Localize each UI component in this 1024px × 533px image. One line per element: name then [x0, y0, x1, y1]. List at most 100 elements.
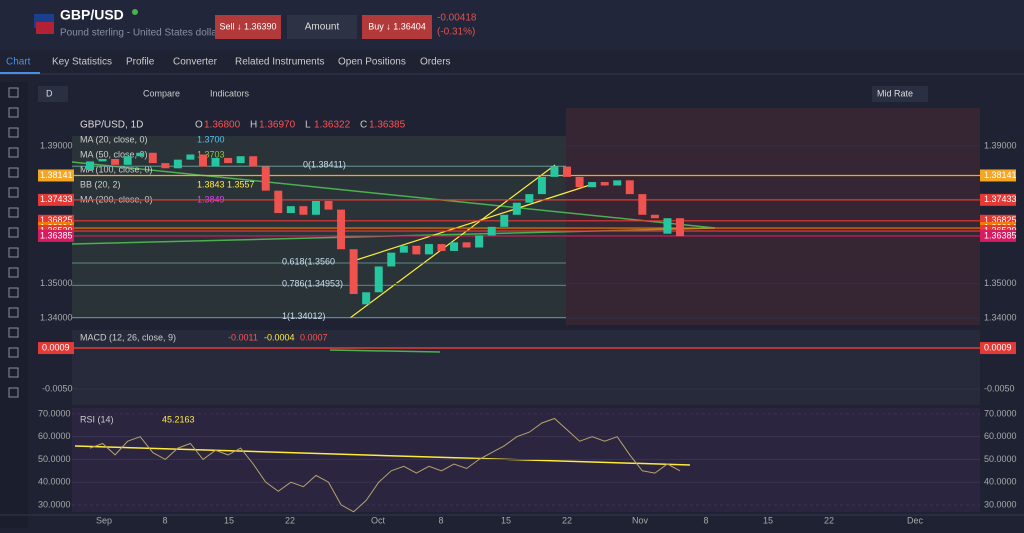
price-tick: 1.34000 — [984, 312, 1017, 322]
sell-price[interactable]: Sell ↓ 1.36390 — [219, 21, 276, 31]
rsi-tick: 50.0000 — [984, 454, 1017, 464]
price-level-label: 1.37433 — [40, 194, 73, 204]
indicators[interactable]: Indicators — [210, 88, 250, 98]
tool-icon[interactable] — [8, 207, 19, 218]
candle — [625, 180, 634, 195]
tool-icon[interactable] — [8, 327, 19, 338]
x-tick-label: Dec — [907, 515, 924, 525]
tool-icon[interactable] — [8, 267, 19, 278]
tool-icon[interactable] — [8, 367, 19, 378]
tool-icon[interactable] — [8, 107, 19, 118]
candle — [324, 201, 333, 210]
price-level-label: 1.36825 — [984, 215, 1017, 225]
x-tick-label: 15 — [224, 515, 234, 525]
candle — [86, 161, 94, 170]
price-level-tag — [38, 193, 74, 206]
candle — [399, 245, 408, 253]
x-tick-label: 22 — [824, 515, 834, 525]
tool-icon[interactable] — [8, 307, 19, 318]
status-dot — [132, 9, 138, 15]
tool-icon[interactable] — [8, 247, 19, 258]
macd-tag — [38, 342, 74, 355]
x-tick-label: 22 — [285, 515, 295, 525]
candle — [613, 180, 622, 186]
candle — [374, 266, 383, 293]
candle — [286, 206, 295, 214]
price-level-tag — [980, 193, 1016, 206]
macd-tick: -0.0050 — [42, 383, 73, 393]
tab[interactable]: Key Statistics — [52, 57, 112, 68]
change-pct: (-0.31%) — [437, 27, 475, 38]
rsi-tick: 30.0000 — [984, 499, 1017, 509]
amount-field[interactable] — [287, 15, 357, 39]
ohlc-key: H — [250, 120, 257, 131]
price-tick: 1.35000 — [40, 278, 73, 288]
candle — [525, 194, 534, 203]
rsi-tick: 40.0000 — [984, 477, 1017, 487]
sell-button[interactable] — [215, 15, 281, 39]
tab[interactable]: Orders — [420, 57, 451, 68]
tab[interactable]: Chart — [6, 57, 31, 68]
fib-label: 0(1.38411) — [303, 160, 346, 170]
candle — [249, 156, 258, 167]
x-tick-label: Sep — [96, 515, 112, 525]
candle — [337, 209, 346, 250]
candle — [362, 292, 371, 305]
candle — [575, 176, 584, 188]
price-tick: 1.39000 — [984, 140, 1017, 150]
indicator-value: 1.3843 1.3557 — [197, 179, 255, 189]
x-tick-label: 8 — [703, 515, 708, 525]
rsi-tick: 70.0000 — [984, 408, 1017, 418]
indicator-name: MA (20, close, 0) — [80, 134, 148, 144]
interval[interactable]: D — [46, 88, 53, 98]
trendline — [71, 161, 716, 229]
candle — [224, 157, 233, 164]
x-tick-label: 15 — [763, 515, 773, 525]
rsi-tick: 60.0000 — [38, 431, 71, 441]
candle — [475, 235, 484, 248]
tab[interactable]: Profile — [126, 57, 155, 68]
candle — [487, 226, 496, 236]
tool-icon[interactable] — [8, 147, 19, 158]
interval-select[interactable] — [38, 86, 68, 102]
price-level-tag — [980, 169, 1016, 182]
candle — [676, 218, 684, 237]
compare[interactable]: Compare — [143, 88, 180, 98]
tool-icon[interactable] — [8, 227, 19, 238]
macd-value: -0.0004 — [264, 332, 295, 342]
indicator-name: MA (50, close, 0) — [80, 149, 148, 159]
tab[interactable]: Open Positions — [338, 57, 406, 68]
fib-label: 1(1.34012) — [282, 311, 326, 321]
macd-tick: -0.0050 — [984, 383, 1015, 393]
tool-icon[interactable] — [8, 347, 19, 358]
tab[interactable]: Related Instruments — [235, 57, 325, 68]
ohlc-value: 1.36970 — [259, 120, 296, 131]
rsi-tick: 70.0000 — [38, 408, 71, 418]
tool-icon[interactable] — [8, 287, 19, 298]
tool-icon[interactable] — [8, 167, 19, 178]
buy-button[interactable] — [362, 15, 432, 39]
rsi-line — [89, 417, 681, 513]
tool-icon[interactable] — [8, 387, 19, 398]
symbol: GBP/USD — [60, 7, 124, 23]
candle — [500, 214, 509, 227]
chart-title: GBP/USD, 1D — [80, 120, 143, 131]
tool-icon[interactable] — [8, 87, 19, 98]
tool-icon[interactable] — [8, 187, 19, 198]
price-level-label: 1.38141 — [40, 170, 73, 180]
macd-tick: 0.0009 — [984, 342, 1012, 352]
tab[interactable]: Converter — [173, 57, 218, 68]
rate[interactable]: Mid Rate — [877, 88, 913, 98]
buy-price[interactable]: Buy ↓ 1.36404 — [368, 21, 426, 31]
tool-icon[interactable] — [8, 127, 19, 138]
candle — [588, 182, 597, 188]
projection-zone — [566, 108, 980, 325]
rsi-tick: 40.0000 — [38, 477, 71, 487]
price-level-tag — [38, 229, 74, 242]
rate-select[interactable] — [872, 86, 928, 102]
amount-label[interactable]: Amount — [305, 22, 340, 33]
price-tick: 1.35000 — [984, 278, 1017, 288]
candle — [236, 156, 245, 164]
price-tick: 1.39000 — [40, 140, 73, 150]
macd-trendline — [329, 349, 441, 353]
